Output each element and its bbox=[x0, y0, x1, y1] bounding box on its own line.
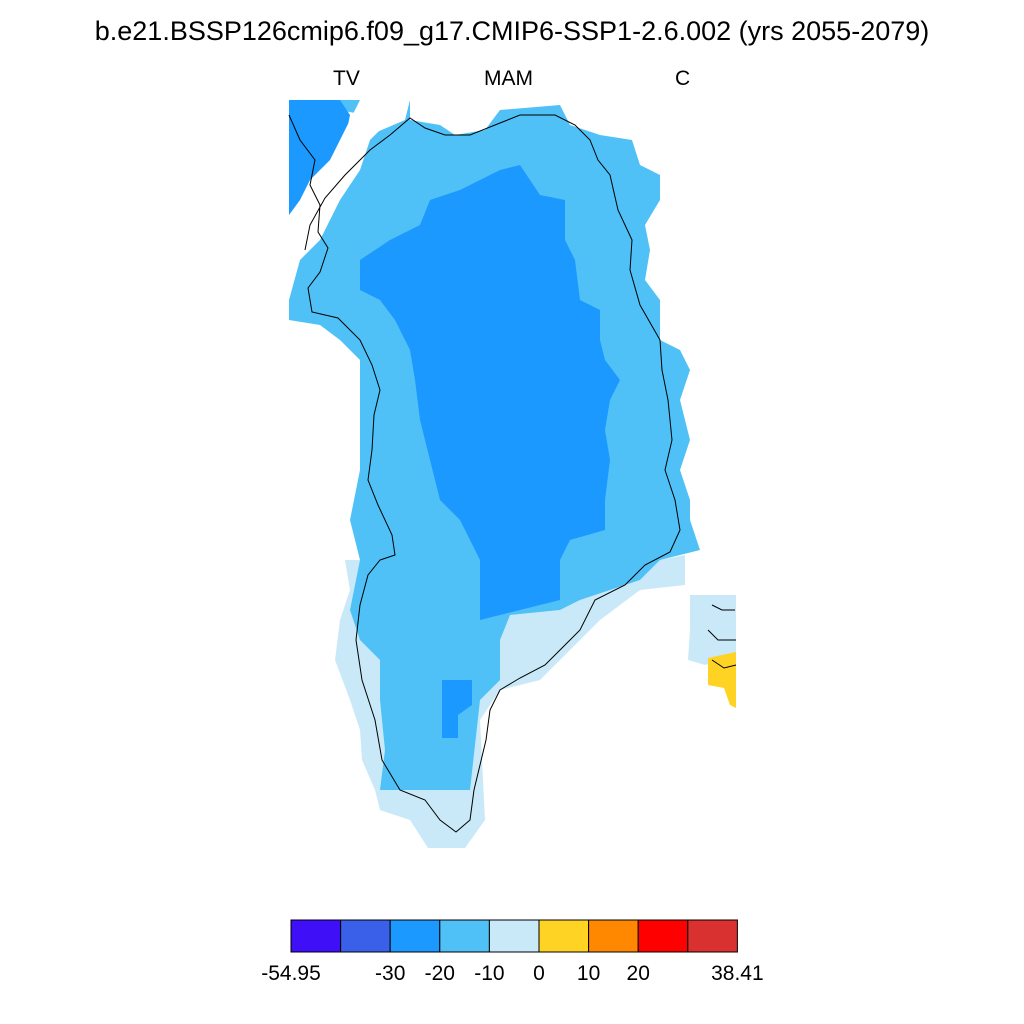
region-gap-n bbox=[330, 100, 410, 160]
colorbar-box bbox=[687, 919, 738, 953]
colorbar-tick-label: 38.41 bbox=[711, 962, 764, 985]
region-strong-patch bbox=[442, 680, 472, 738]
colorbar-tick-label: 0 bbox=[533, 962, 545, 985]
colorbar-tick-label: 20 bbox=[627, 962, 650, 985]
colorbar-box bbox=[290, 919, 342, 953]
coastline-se bbox=[707, 604, 737, 669]
region-strong-nw bbox=[289, 100, 350, 215]
map-title: b.e21.BSSP126cmip6.f09_g17.CMIP6-SSP1-2.… bbox=[94, 16, 930, 46]
coastline bbox=[288, 114, 681, 833]
colorbar-box bbox=[389, 919, 441, 953]
right-label: C bbox=[675, 67, 691, 90]
colorbar-tick-label: -54.95 bbox=[261, 962, 321, 985]
center-label: MAM bbox=[484, 67, 533, 90]
colorbar-box bbox=[340, 919, 391, 953]
left-label: TV bbox=[333, 67, 360, 90]
region-strong bbox=[360, 165, 620, 620]
colorbar-box bbox=[488, 919, 540, 953]
colorbar-box bbox=[538, 919, 590, 953]
colorbar-tick-label: 10 bbox=[577, 962, 600, 985]
colorbar-tick-label: -20 bbox=[425, 962, 455, 985]
region-positive bbox=[708, 652, 736, 708]
colorbar-box bbox=[588, 919, 639, 953]
colorbar-tick-label: -30 bbox=[375, 962, 405, 985]
colorbar-box bbox=[637, 919, 689, 953]
colorbar-box bbox=[439, 919, 490, 953]
region-light-se bbox=[688, 595, 736, 665]
colorbar-tick-label: -10 bbox=[474, 962, 504, 985]
